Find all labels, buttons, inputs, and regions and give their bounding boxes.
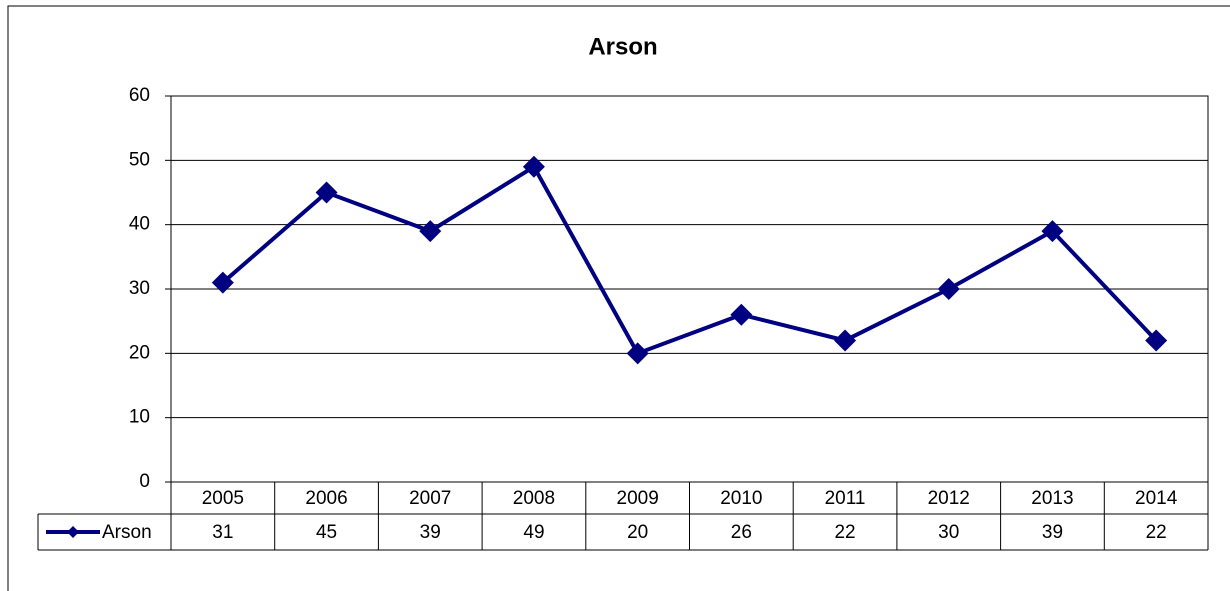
table-value: 30	[938, 522, 959, 543]
table-value: 22	[834, 522, 855, 543]
x-tick-label: 2011	[825, 488, 866, 509]
table-value: 39	[1042, 522, 1063, 543]
marker	[937, 278, 960, 300]
marker	[1145, 329, 1168, 352]
marker	[730, 303, 753, 326]
table-value: 49	[523, 522, 544, 543]
table-value: 39	[420, 522, 441, 543]
y-tick-label: 10	[129, 407, 150, 428]
y-tick-label: 0	[139, 471, 150, 492]
x-tick-label: 2010	[720, 488, 762, 509]
y-tick-label: 20	[129, 342, 150, 363]
marker	[522, 155, 545, 178]
series-line	[221, 163, 1158, 356]
y-tick-label: 30	[129, 278, 150, 299]
marker	[626, 342, 649, 365]
x-tick-label: 2012	[928, 488, 970, 509]
x-tick-label: 2008	[513, 488, 555, 509]
table-value: 31	[212, 522, 233, 543]
marker	[1041, 220, 1064, 243]
table-value: 20	[627, 522, 648, 543]
x-tick-label: 2013	[1031, 488, 1073, 509]
x-tick-label: 2007	[409, 488, 451, 509]
table-value: 26	[731, 522, 752, 543]
marker	[834, 329, 857, 352]
x-tick-label: 2009	[617, 488, 659, 509]
x-tick-label: 2005	[202, 488, 244, 509]
y-tick-label: 50	[129, 149, 150, 170]
y-tick-label: 40	[129, 214, 150, 235]
marker	[315, 181, 338, 204]
chart-frame	[7, 5, 1230, 591]
marker	[211, 271, 234, 294]
x-tick-label: 2014	[1135, 488, 1178, 509]
marker	[419, 220, 442, 243]
table-value: 22	[1146, 522, 1167, 543]
legend-marker	[67, 526, 79, 538]
table-value: 45	[316, 522, 337, 543]
x-tick-label: 2006	[305, 488, 347, 509]
chart-title: Arson	[588, 33, 657, 60]
legend-label: Arson	[102, 522, 152, 543]
y-tick-label: 60	[129, 85, 150, 106]
